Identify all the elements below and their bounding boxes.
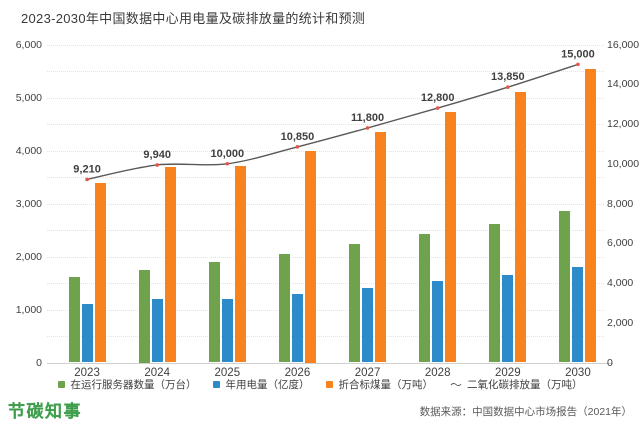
bar-servers-2026 bbox=[278, 253, 290, 363]
chart-title: 2023-2030年中国数据中心用电量及碳排放量的统计和预测 bbox=[21, 11, 366, 26]
legend-swatch-servers bbox=[58, 381, 66, 388]
bar-electricity-2027 bbox=[362, 287, 374, 363]
co2-point-marker bbox=[295, 145, 300, 149]
bar-electricity-2030 bbox=[572, 267, 584, 363]
right-axis-tick: 8,000 bbox=[607, 197, 634, 210]
plot-gridline bbox=[47, 283, 604, 284]
legend-label: 二氧化碳排放量（万吨） bbox=[467, 379, 583, 391]
bar-servers-2025 bbox=[208, 261, 220, 363]
left-axis-tick: 5,000 bbox=[15, 91, 42, 104]
left-axis-tick: 1,000 bbox=[15, 303, 42, 316]
right-axis-tick: 12,000 bbox=[607, 118, 640, 130]
right-axis-tick: 6,000 bbox=[607, 237, 634, 250]
co2-point-marker bbox=[435, 106, 440, 110]
plot-gridline bbox=[47, 309, 604, 311]
right-axis-tick: 10,000 bbox=[607, 157, 640, 170]
co2-point-marker bbox=[225, 161, 230, 166]
x-axis-category: 2030 bbox=[565, 367, 591, 379]
bar-servers-2028 bbox=[419, 234, 431, 363]
x-axis-category: 2023 bbox=[74, 367, 100, 379]
co2-point-marker bbox=[365, 126, 370, 130]
co2-point-label: 13,850 bbox=[491, 71, 525, 83]
co2-point-label: 15,000 bbox=[561, 48, 595, 60]
co2-point-marker bbox=[85, 177, 89, 182]
left-axis-tick: 4,000 bbox=[15, 144, 42, 157]
legend-item: 年用电量（亿度） bbox=[213, 377, 309, 392]
legend-item: 折合标煤量（万吨） bbox=[326, 377, 433, 392]
x-axis-category: 2026 bbox=[284, 367, 311, 379]
co2-point-marker bbox=[576, 62, 580, 67]
data-source-note: 数据来源：中国数据中心市场报告（2021年） bbox=[419, 406, 632, 418]
left-axis-tick: 2,000 bbox=[15, 250, 42, 263]
bar-electricity-2025 bbox=[221, 298, 233, 363]
legend-label: 在运行服务器数量（万台） bbox=[70, 379, 197, 391]
bar-electricity-2028 bbox=[432, 281, 444, 363]
plot-gridline bbox=[47, 336, 604, 337]
bar-coal-2023 bbox=[94, 182, 106, 363]
x-axis-category: 2025 bbox=[214, 367, 241, 379]
right-axis-tick: 4,000 bbox=[607, 277, 634, 289]
legend-label: 折合标煤量（万吨） bbox=[338, 379, 433, 391]
bar-coal-2027 bbox=[375, 131, 387, 363]
right-axis-tick: 2,000 bbox=[607, 316, 634, 329]
bar-coal-2024 bbox=[164, 167, 176, 363]
co2-point-label: 11,800 bbox=[351, 112, 384, 124]
x-axis-category: 2024 bbox=[144, 367, 170, 379]
plot-gridline bbox=[47, 230, 604, 231]
right-axis-tick: 0 bbox=[607, 356, 613, 369]
bar-coal-2030 bbox=[585, 68, 597, 363]
plot-gridline bbox=[47, 203, 604, 205]
plot-gridline bbox=[47, 44, 604, 46]
left-axis-tick: 6,000 bbox=[15, 38, 42, 51]
x-axis-category: 2027 bbox=[354, 367, 381, 379]
bar-coal-2028 bbox=[445, 111, 457, 363]
legend-label: 年用电量（亿度） bbox=[225, 379, 310, 391]
legend-item: 在运行服务器数量（万台） bbox=[58, 377, 196, 392]
co2-line bbox=[86, 63, 579, 181]
bar-electricity-2024 bbox=[151, 299, 163, 363]
legend-line-symbol: ～ bbox=[449, 377, 462, 392]
right-axis-tick: 16,000 bbox=[607, 38, 640, 51]
left-axis-tick: 3,000 bbox=[15, 197, 42, 210]
brand-logo: 节碳知事 bbox=[8, 402, 82, 421]
bar-coal-2029 bbox=[515, 91, 527, 363]
x-axis-category: 2029 bbox=[495, 367, 521, 379]
co2-point-label: 10,850 bbox=[281, 131, 315, 143]
bar-electricity-2026 bbox=[291, 293, 303, 363]
bar-coal-2026 bbox=[304, 150, 316, 363]
co2-point-label: 9,210 bbox=[73, 163, 101, 175]
x-axis-category: 2028 bbox=[424, 367, 451, 379]
bar-servers-2027 bbox=[349, 244, 361, 363]
legend-item: ～ 二氧化碳排放量（万吨） bbox=[450, 377, 583, 392]
bar-coal-2025 bbox=[234, 166, 246, 363]
legend-swatch-coal bbox=[326, 381, 334, 388]
bar-electricity-2029 bbox=[502, 274, 514, 363]
co2-point-marker bbox=[155, 163, 159, 167]
legend-swatch-electricity bbox=[213, 381, 221, 388]
x-axis-line bbox=[47, 362, 613, 364]
plot-gridline bbox=[47, 71, 604, 72]
bar-servers-2030 bbox=[559, 210, 571, 363]
bar-servers-2024 bbox=[138, 269, 150, 363]
bar-servers-2023 bbox=[68, 276, 80, 363]
left-axis-tick: 0 bbox=[36, 356, 42, 369]
bar-electricity-2023 bbox=[81, 304, 93, 363]
chart-legend: 在运行服务器数量（万台） 年用电量（亿度） 折合标煤量（万吨） ～ 二氧化碳排放量（万吨… bbox=[0, 377, 641, 392]
bar-servers-2029 bbox=[489, 224, 501, 363]
co2-point-marker bbox=[506, 85, 510, 90]
plot-gridline bbox=[47, 256, 604, 258]
right-axis-tick: 14,000 bbox=[607, 78, 640, 91]
